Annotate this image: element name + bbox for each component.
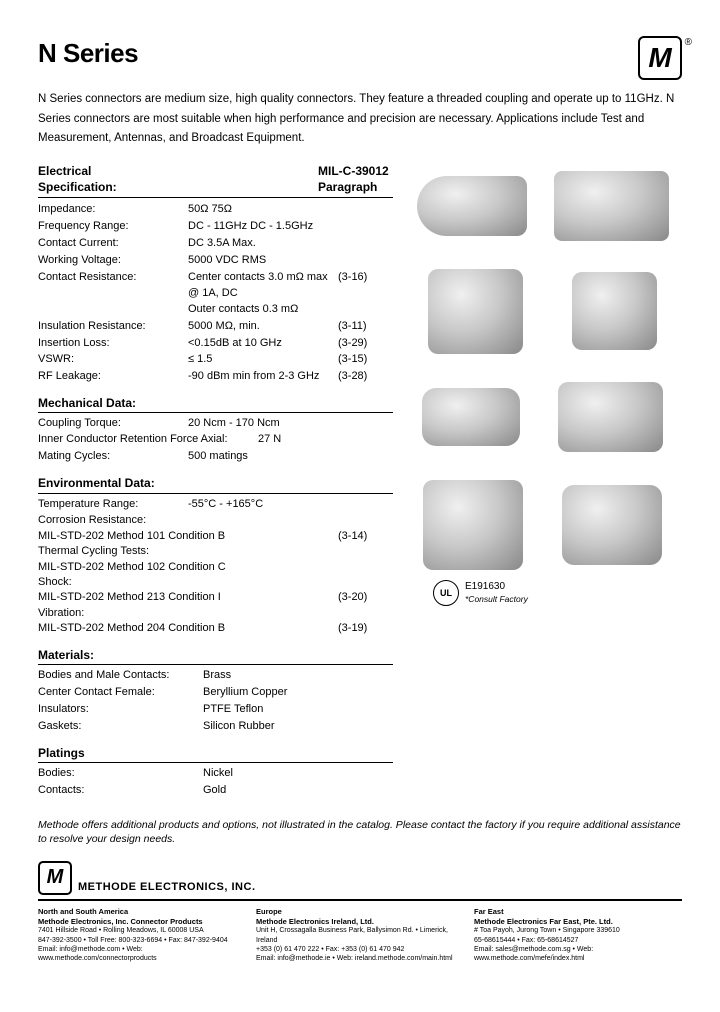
spec-row: Shock:MIL-STD-202 Method 213 Condition I… xyxy=(38,575,393,606)
spec-row: Contacts:Gold xyxy=(38,783,393,799)
intro-text: N Series connectors are medium size, hig… xyxy=(38,90,682,149)
connector-image xyxy=(422,388,520,446)
connector-image xyxy=(558,382,663,452)
connector-image xyxy=(562,485,662,565)
spec-row: Impedance:50Ω 75Ω xyxy=(38,202,393,218)
spec-row: Center Contact Female:Beryllium Copper xyxy=(38,685,393,701)
spec-column: ElectricalSpecification: MIL-C-39012Para… xyxy=(38,163,393,800)
spec-row: Coupling Torque:20 Ncm - 170 Ncm xyxy=(38,416,393,432)
connector-image xyxy=(423,480,523,570)
spec-row: Corrosion Resistance:MIL-STD-202 Method … xyxy=(38,513,393,544)
spec-row: Gaskets:Silicon Rubber xyxy=(38,719,393,735)
connector-image xyxy=(428,269,523,354)
spec-row: Frequency Range:DC - 11GHz DC - 1.5GHz xyxy=(38,219,393,235)
connector-image xyxy=(554,171,669,241)
spec-row: Thermal Cycling Tests:MIL-STD-202 Method… xyxy=(38,544,393,575)
footer-note: Methode offers additional products and o… xyxy=(38,818,682,847)
spec-row: VSWR:≤ 1.5(3-15) xyxy=(38,352,393,368)
spec-header: ElectricalSpecification: MIL-C-39012Para… xyxy=(38,163,393,198)
spec-row: Insulators:PTFE Teflon xyxy=(38,702,393,718)
spec-row: Inner Conductor Retention Force Axial:27… xyxy=(38,432,393,448)
spec-row: Insulation Resistance:5000 MΩ, min.(3-11… xyxy=(38,319,393,335)
ul-mark: UL E191630 *Consult Factory xyxy=(433,580,682,606)
footer-col: EuropeMethode Electronics Ireland, Ltd.U… xyxy=(256,907,464,963)
footer-logo-row: M METHODE ELECTRONICS, INC. xyxy=(38,861,682,901)
footer-brand: METHODE ELECTRONICS, INC. xyxy=(78,880,256,895)
footer-logo: M xyxy=(38,861,72,895)
environmental-heading: Environmental Data: xyxy=(38,475,393,493)
footer-col: Far EastMethode Electronics Far East, Pt… xyxy=(474,907,682,963)
footer-col: North and South AmericaMethode Electroni… xyxy=(38,907,246,963)
spec-row: Working Voltage:5000 VDC RMS xyxy=(38,253,393,269)
spec-row: Contact Resistance:Center contacts 3.0 m… xyxy=(38,270,393,318)
spec-row: Insertion Loss:<0.15dB at 10 GHz(3-29) xyxy=(38,336,393,352)
spec-row: RF Leakage:-90 dBm min from 2-3 GHz(3-28… xyxy=(38,369,393,385)
spec-row: Mating Cycles:500 matings xyxy=(38,449,393,465)
brand-logo: M xyxy=(638,36,682,80)
materials-heading: Materials: xyxy=(38,647,393,665)
platings-heading: Platings xyxy=(38,745,393,763)
connector-image xyxy=(572,272,657,350)
page-title: N Series xyxy=(38,36,138,71)
connector-image xyxy=(417,176,527,236)
spec-row: Bodies:Nickel xyxy=(38,766,393,782)
spec-row: Bodies and Male Contacts:Brass xyxy=(38,668,393,684)
spec-row: Vibration:MIL-STD-202 Method 204 Conditi… xyxy=(38,606,393,637)
image-column: UL E191630 *Consult Factory xyxy=(393,163,682,800)
mechanical-heading: Mechanical Data: xyxy=(38,395,393,411)
spec-row: Temperature Range: -55°C - +165°C xyxy=(38,497,393,513)
spec-row: Contact Current:DC 3.5A Max. xyxy=(38,236,393,252)
footer-columns: North and South AmericaMethode Electroni… xyxy=(38,907,682,963)
